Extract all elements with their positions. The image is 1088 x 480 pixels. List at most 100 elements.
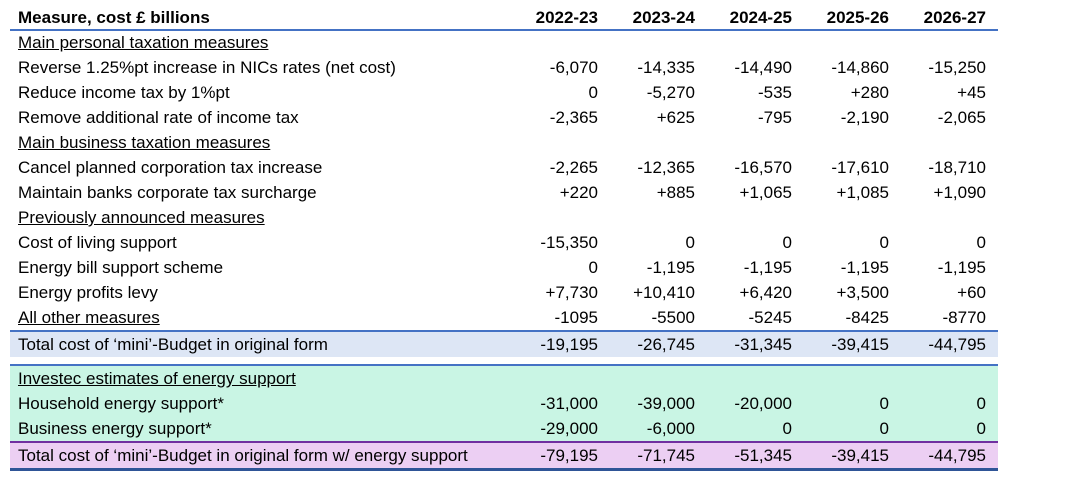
row-label: Remove additional rate of income tax [18, 108, 299, 127]
row-value: -17,610 [831, 158, 889, 177]
row-value: -5500 [651, 308, 695, 327]
grand-total-label: Total cost of ‘mini’-Budget in original … [18, 446, 468, 465]
row-value: -1,195 [840, 258, 889, 277]
row-value: -1095 [554, 308, 598, 327]
header-row: Measure, cost £ billions 2022-23 2023-24… [10, 5, 998, 31]
energy-section-heading: Investec estimates of energy support [18, 369, 296, 388]
year-header: 2022-23 [535, 8, 598, 27]
row-label: Cancel planned corporation tax increase [18, 158, 323, 177]
row-value: -8770 [942, 308, 986, 327]
row-label: Business energy support* [18, 419, 212, 438]
section-heading: Main personal taxation measures [18, 33, 269, 52]
row-value: -16,570 [734, 158, 792, 177]
row-value: 0 [879, 233, 889, 252]
row-value: -14,490 [734, 58, 792, 77]
row-value: -31,000 [540, 394, 598, 413]
table-row: Energy bill support scheme 0 -1,195 -1,195 -… [10, 255, 998, 280]
measure-rows: Main personal taxation measures Reverse 1… [10, 30, 998, 330]
year-header: 2023-24 [632, 8, 695, 27]
row-value: -29,000 [540, 419, 598, 438]
row-value: -5,270 [646, 83, 695, 102]
row-label: Cost of living support [18, 233, 177, 252]
table-row: Maintain banks corporate tax surcharge +2… [10, 180, 998, 205]
grand-total-value: -79,195 [540, 446, 598, 465]
row-value: +45 [957, 83, 986, 102]
row-value: +1,065 [739, 183, 792, 202]
row-value: -15,350 [540, 233, 598, 252]
row-value: -795 [757, 108, 792, 127]
table-row: Cancel planned corporation tax increase -… [10, 155, 998, 180]
row-label: Reduce income tax by 1%pt [18, 83, 230, 102]
row-value: +885 [656, 183, 695, 202]
grand-total-value: -51,345 [734, 446, 792, 465]
total-value: -44,795 [928, 335, 986, 354]
total-label: Total cost of ‘mini’-Budget in original … [18, 335, 328, 354]
row-value: +220 [559, 183, 598, 202]
row-value: -14,860 [831, 58, 889, 77]
row-value: -20,000 [734, 394, 792, 413]
row-value: -8425 [845, 308, 889, 327]
row-value: -2,365 [549, 108, 598, 127]
row-label: Maintain banks corporate tax surcharge [18, 183, 317, 202]
row-value: -39,000 [637, 394, 695, 413]
total-value: -26,745 [637, 335, 695, 354]
row-label: Energy bill support scheme [18, 258, 224, 277]
section-heading-row: Previously announced measures [10, 205, 998, 230]
section-heading: Previously announced measures [18, 208, 265, 227]
row-value: 0 [782, 233, 792, 252]
row-value: -6,000 [646, 419, 695, 438]
row-value: +3,500 [836, 283, 889, 302]
energy-support-block: Investec estimates of energy support Hou… [10, 364, 998, 441]
total-value: -31,345 [734, 335, 792, 354]
row-value: +625 [656, 108, 695, 127]
row-label: Household energy support* [18, 394, 225, 413]
section-heading: Main business taxation measures [18, 133, 271, 152]
row-value: -15,250 [928, 58, 986, 77]
table-row: Remove additional rate of income tax -2,3… [10, 105, 998, 130]
row-value: +7,730 [545, 283, 598, 302]
row-value: 0 [976, 394, 986, 413]
row-value: -5245 [748, 308, 792, 327]
row-value: -1,195 [743, 258, 792, 277]
grand-total-row: Total cost of ‘mini’-Budget in original … [10, 441, 998, 468]
section-heading-row: Main business taxation measures [10, 130, 998, 155]
row-label: Reverse 1.25%pt increase in NICs rates (… [18, 58, 396, 77]
row-value: 0 [588, 258, 598, 277]
year-header: 2024-25 [729, 8, 792, 27]
row-value: -1,195 [646, 258, 695, 277]
row-value: 0 [782, 419, 792, 438]
table-row: All other measures -1095 -5500 -5245 -8425 -8… [10, 305, 998, 330]
row-value: 0 [588, 83, 598, 102]
measure-header: Measure, cost £ billions [18, 8, 210, 27]
header-divider [10, 29, 998, 31]
total-row: Total cost of ‘mini’-Budget in original … [10, 330, 998, 357]
row-value: -14,335 [637, 58, 695, 77]
table-row: Cost of living support -15,350 0 0 0 0 [10, 230, 998, 255]
section-heading-row: Main personal taxation measures [10, 30, 998, 55]
total-value: -39,415 [831, 335, 889, 354]
year-header: 2026-27 [923, 8, 986, 27]
row-value: -2,265 [549, 158, 598, 177]
budget-cost-table: Measure, cost £ billions 2022-23 2023-24… [10, 5, 998, 471]
row-value: -2,065 [937, 108, 986, 127]
grand-total-value: -39,415 [831, 446, 889, 465]
table-row: Household energy support* -31,000 -39,00… [10, 391, 998, 416]
grand-total-value: -44,795 [928, 446, 986, 465]
row-value: -535 [757, 83, 792, 102]
total-value: -19,195 [540, 335, 598, 354]
bottom-divider [10, 468, 998, 471]
row-label: All other measures [18, 308, 160, 327]
table-row: Reduce income tax by 1%pt 0 -5,270 -535 +280… [10, 80, 998, 105]
row-value: -2,190 [840, 108, 889, 127]
row-value: 0 [976, 233, 986, 252]
row-value: +10,410 [633, 283, 695, 302]
section-heading-row: Investec estimates of energy support [10, 366, 998, 391]
row-value: -6,070 [549, 58, 598, 77]
grand-total-value: -71,745 [637, 446, 695, 465]
row-value: -12,365 [637, 158, 695, 177]
row-value: 0 [685, 233, 695, 252]
row-value: 0 [976, 419, 986, 438]
row-value: 0 [879, 394, 889, 413]
row-value: +1,090 [933, 183, 986, 202]
row-value: -18,710 [928, 158, 986, 177]
